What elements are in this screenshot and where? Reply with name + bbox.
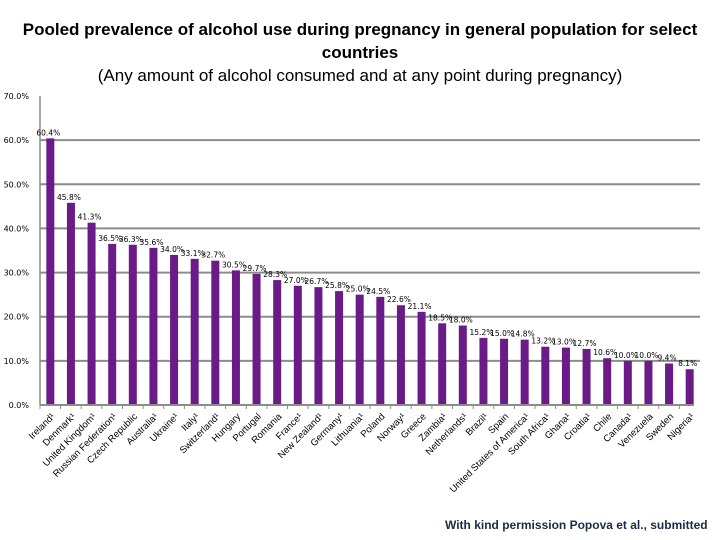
data-label: 18.5% [428, 313, 452, 322]
data-label: 10.6% [593, 348, 617, 357]
bar [108, 243, 117, 405]
y-tick-label: 60.0% [4, 136, 30, 145]
bar [561, 347, 570, 405]
data-label: 36.5% [98, 234, 122, 243]
chart-title-text: Pooled prevalence of alcohol use during … [22, 20, 698, 62]
data-label: 34.0% [160, 245, 184, 254]
data-label: 25.8% [325, 281, 349, 290]
bar [417, 311, 426, 405]
data-label: 41.3% [78, 213, 102, 222]
y-tick-label: 10.0% [4, 357, 30, 366]
bar [438, 323, 447, 405]
bar [582, 348, 591, 405]
bar [335, 291, 344, 405]
data-label: 15.0% [490, 329, 514, 338]
bar [376, 296, 385, 405]
bar [190, 258, 199, 405]
bar [479, 337, 488, 405]
y-tick-label: 0.0% [9, 401, 30, 410]
credit-note: With kind permission Popova et al., subm… [445, 518, 708, 532]
bar [46, 138, 55, 405]
y-tick-label: 50.0% [4, 180, 30, 189]
data-label: 13.2% [531, 337, 555, 346]
y-tick-label: 30.0% [4, 269, 30, 278]
bar [211, 260, 220, 405]
y-tick-label: 40.0% [4, 224, 30, 233]
bar [665, 363, 674, 405]
bar [396, 305, 405, 405]
data-label: 36.3% [119, 235, 143, 244]
bar [520, 339, 529, 405]
data-label: 18.0% [449, 316, 473, 325]
data-label: 22.6% [387, 295, 411, 304]
bar [273, 280, 282, 405]
bar [170, 254, 179, 405]
data-label: 10.0% [614, 351, 638, 360]
bar [500, 338, 509, 405]
x-tick-label: Brazil¹ [464, 411, 491, 438]
bar [623, 360, 632, 405]
data-label: 21.1% [408, 302, 432, 311]
bar [87, 222, 96, 405]
data-label: 60.4% [36, 128, 60, 137]
bar [355, 294, 364, 405]
data-label: 13.0% [552, 338, 576, 347]
bar [128, 244, 137, 405]
bar [149, 247, 158, 405]
data-label: 25.0% [346, 285, 370, 294]
bar [541, 346, 550, 405]
data-label: 30.5% [222, 260, 246, 269]
data-label: 10.0% [635, 351, 659, 360]
data-label: 28.3% [263, 270, 287, 279]
data-label: 14.8% [511, 330, 535, 339]
bar [458, 325, 467, 405]
data-label: 45.8% [57, 193, 81, 202]
data-label: 27.0% [284, 276, 308, 285]
data-label: 24.5% [366, 287, 390, 296]
bar [231, 270, 240, 405]
data-label: 35.6% [140, 238, 164, 247]
y-tick-label: 20.0% [4, 313, 30, 322]
chart-subtitle: (Any amount of alcohol consumed and at a… [97, 66, 623, 85]
data-label: 15.2% [470, 328, 494, 337]
data-label: 9.4% [658, 354, 677, 363]
bar [644, 360, 653, 405]
data-label: 29.7% [243, 264, 267, 273]
data-label: 26.7% [305, 277, 329, 286]
data-label: 33.1% [181, 249, 205, 258]
bar [293, 285, 302, 405]
bar [252, 273, 261, 405]
data-label: 8.1% [678, 359, 697, 368]
data-label: 32.7% [201, 251, 225, 260]
bar [314, 287, 323, 405]
bar [66, 202, 75, 405]
data-label: 12.7% [573, 339, 597, 348]
chart-title: Pooled prevalence of alcohol use during … [0, 18, 720, 87]
bar [603, 358, 612, 405]
y-tick-label: 70.0% [4, 92, 30, 101]
bar [685, 369, 694, 405]
